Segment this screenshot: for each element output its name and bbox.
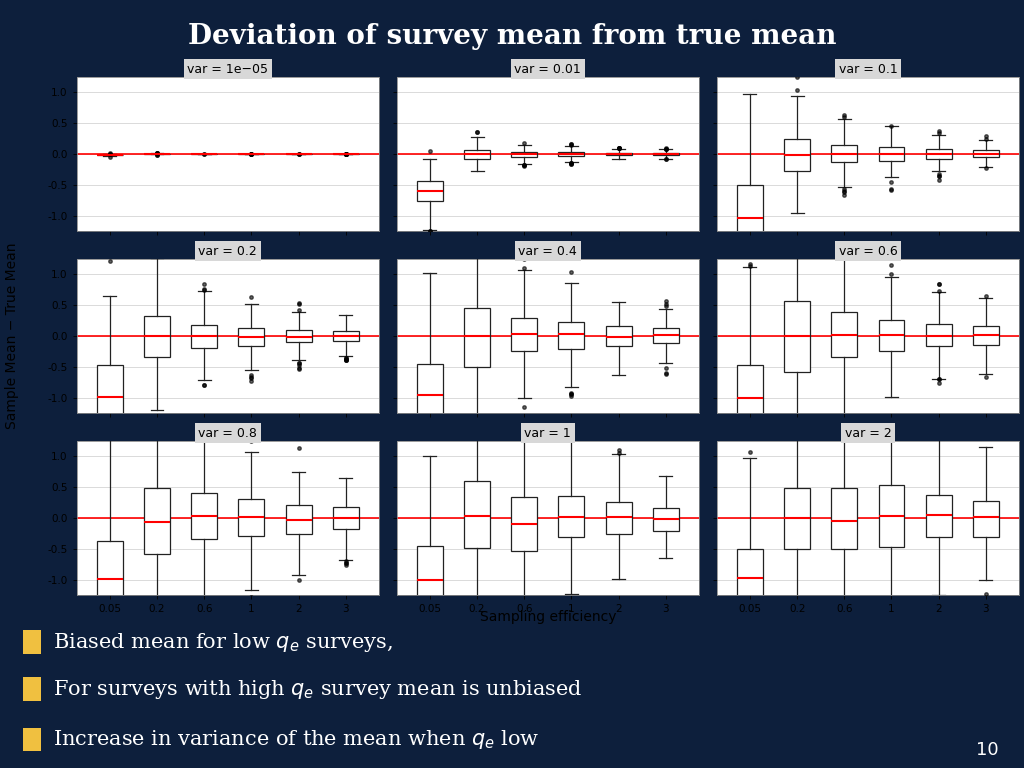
PathPatch shape	[926, 149, 951, 159]
PathPatch shape	[973, 326, 998, 346]
Title: var = 1e−05: var = 1e−05	[187, 63, 268, 75]
Title: var = 0.2: var = 0.2	[199, 245, 257, 258]
Bar	[23, 677, 41, 701]
PathPatch shape	[558, 495, 585, 537]
PathPatch shape	[737, 365, 763, 430]
PathPatch shape	[144, 316, 170, 357]
PathPatch shape	[784, 488, 810, 549]
Text: Sample Mean − True Mean: Sample Mean − True Mean	[5, 243, 19, 429]
PathPatch shape	[464, 482, 490, 548]
PathPatch shape	[653, 153, 679, 155]
Title: var = 0.01: var = 0.01	[514, 63, 582, 75]
PathPatch shape	[973, 502, 998, 538]
PathPatch shape	[97, 541, 123, 611]
PathPatch shape	[653, 328, 679, 343]
Title: var = 0.6: var = 0.6	[839, 245, 897, 258]
PathPatch shape	[653, 508, 679, 531]
Bar	[23, 728, 41, 751]
PathPatch shape	[605, 502, 632, 535]
PathPatch shape	[333, 508, 358, 528]
PathPatch shape	[239, 328, 264, 346]
PathPatch shape	[417, 364, 442, 428]
PathPatch shape	[239, 498, 264, 536]
Title: var = 1: var = 1	[524, 427, 571, 440]
PathPatch shape	[144, 488, 170, 554]
PathPatch shape	[879, 147, 904, 161]
Title: var = 0.4: var = 0.4	[518, 245, 578, 258]
Text: For surveys with high $q_e$ survey mean is unbiased: For surveys with high $q_e$ survey mean …	[53, 678, 583, 700]
Title: var = 0.1: var = 0.1	[839, 63, 897, 75]
PathPatch shape	[784, 301, 810, 372]
PathPatch shape	[879, 485, 904, 547]
PathPatch shape	[558, 322, 585, 349]
PathPatch shape	[558, 152, 585, 156]
PathPatch shape	[511, 318, 538, 351]
PathPatch shape	[737, 549, 763, 613]
PathPatch shape	[879, 320, 904, 351]
PathPatch shape	[191, 325, 217, 348]
PathPatch shape	[286, 505, 311, 534]
Title: var = 2: var = 2	[845, 427, 891, 440]
Text: Increase in variance of the mean when $q_e$ low: Increase in variance of the mean when $q…	[53, 728, 540, 751]
Title: var = 0.8: var = 0.8	[199, 427, 257, 440]
PathPatch shape	[926, 325, 951, 346]
Text: 10: 10	[976, 740, 998, 759]
PathPatch shape	[831, 488, 857, 549]
PathPatch shape	[973, 151, 998, 157]
PathPatch shape	[831, 313, 857, 357]
PathPatch shape	[464, 150, 490, 159]
PathPatch shape	[417, 546, 442, 612]
PathPatch shape	[286, 330, 311, 343]
PathPatch shape	[605, 326, 632, 346]
PathPatch shape	[191, 493, 217, 539]
PathPatch shape	[464, 308, 490, 367]
PathPatch shape	[511, 151, 538, 157]
PathPatch shape	[333, 331, 358, 341]
Text: Biased mean for low $q_e$ surveys,: Biased mean for low $q_e$ surveys,	[53, 631, 393, 654]
PathPatch shape	[417, 181, 442, 201]
PathPatch shape	[97, 365, 123, 429]
PathPatch shape	[831, 145, 857, 162]
Bar	[23, 631, 41, 654]
PathPatch shape	[737, 185, 763, 247]
PathPatch shape	[605, 153, 632, 155]
PathPatch shape	[511, 497, 538, 551]
PathPatch shape	[784, 139, 810, 170]
Text: Sampling efficiency: Sampling efficiency	[479, 610, 616, 624]
Text: Deviation of survey mean from true mean: Deviation of survey mean from true mean	[187, 23, 837, 50]
PathPatch shape	[926, 495, 951, 537]
